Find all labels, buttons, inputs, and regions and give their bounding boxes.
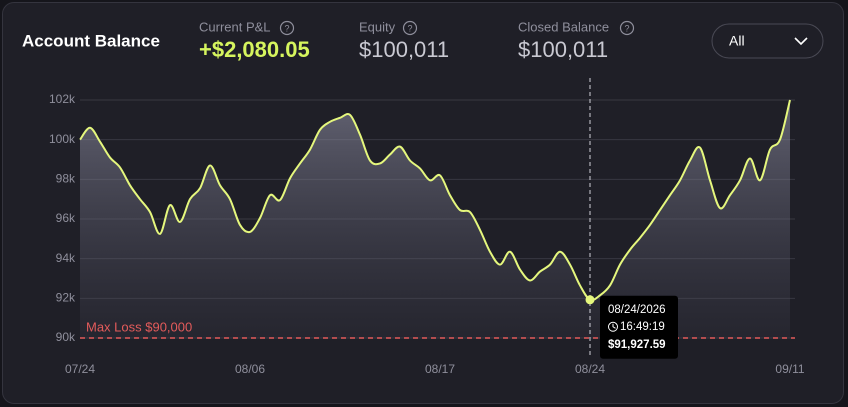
plot-area: 90k 92k 94k 96k 98k 100k 102k 07/24 08/06 08/17 08… — [49, 78, 805, 376]
y-tick-label: 102k — [49, 92, 76, 106]
line — [79, 99, 791, 302]
clock-hands — [612, 323, 616, 329]
tooltip-date: 08/24/2026 — [608, 304, 666, 316]
max-loss-label: Max Loss $90,000 — [86, 319, 192, 334]
y-tick-label: 90k — [56, 330, 76, 344]
x-tick-label: 08/17 — [425, 362, 455, 376]
svg-text:?: ? — [407, 23, 412, 33]
tooltip-time: 16:49:19 — [620, 321, 665, 333]
svg-text:?: ? — [284, 23, 289, 33]
y-tick-label: 94k — [56, 251, 76, 265]
stat-label: Equity — [359, 19, 396, 34]
stat-label: Closed Balance — [518, 19, 609, 34]
card-title: Account Balance — [22, 31, 160, 50]
tooltip — [600, 295, 678, 359]
x-tick-label: 08/24 — [575, 362, 605, 376]
svg-text:?: ? — [624, 23, 629, 33]
x-tick-label: 07/24 — [65, 362, 95, 376]
stat-value: +$2,080.05 — [199, 37, 310, 62]
area — [80, 100, 790, 338]
y-tick-label: 98k — [56, 172, 76, 186]
help-icon[interactable]: ? — [279, 20, 295, 36]
dropdown-value: All — [729, 33, 745, 49]
range-dropdown[interactable]: All — [711, 23, 824, 59]
highlight-point — [585, 295, 595, 305]
stat-label: Current P&L — [199, 19, 271, 34]
stat-value: $100,011 — [359, 37, 449, 62]
x-tick-label: 08/06 — [235, 362, 265, 376]
clock-icon — [608, 321, 618, 332]
stat-value: $100,011 — [518, 37, 608, 62]
tooltip-value: $91,927.59 — [608, 339, 666, 351]
help-icon[interactable]: ? — [402, 20, 418, 36]
y-tick-label: 100k — [49, 132, 76, 146]
y-tick-label: 92k — [56, 291, 76, 305]
x-tick-label: 09/11 — [775, 362, 804, 376]
y-tick-label: 96k — [56, 211, 76, 225]
help-icon[interactable]: ? — [619, 20, 635, 36]
